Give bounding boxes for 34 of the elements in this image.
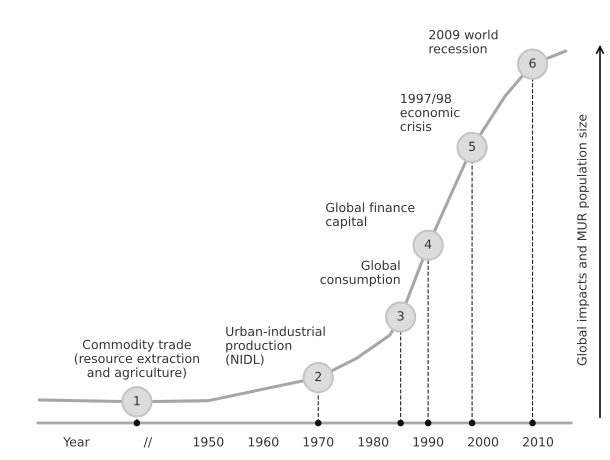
annotation: 1 [134, 396, 140, 406]
point [456, 132, 488, 164]
x-tick-label: 2000 [468, 437, 498, 447]
point [424, 420, 432, 426]
y-axis-title: Global impacts and MUR population size [576, 114, 590, 366]
annotation: 5 [469, 142, 475, 152]
x-tick-label: 1950 [194, 437, 224, 447]
annotation: 6 [529, 58, 536, 68]
point [397, 420, 404, 426]
annotation: Urban-industrial production (NIDL) [226, 326, 325, 366]
point [529, 420, 536, 426]
point [468, 420, 476, 426]
annotation: 1997/98 economic crisis [400, 94, 460, 132]
point [134, 420, 140, 426]
x-tick-label: // [144, 437, 152, 448]
point [385, 301, 416, 333]
point [516, 48, 548, 80]
annotation: Global finance capital [326, 202, 414, 229]
x-tick-label: 2010 [523, 437, 554, 447]
point [412, 230, 444, 261]
annotation: Global consumption [320, 260, 400, 286]
annotation: 2009 world recession [429, 30, 498, 54]
annotation: 2 [315, 372, 321, 382]
point [302, 362, 334, 394]
annotation: 4 [424, 240, 432, 249]
x-tick-label: 1970 [304, 437, 334, 447]
x-tick-label: 1990 [414, 437, 444, 447]
annotation: 3 [398, 311, 404, 321]
point [121, 386, 153, 418]
x-tick-label: Year [63, 437, 90, 447]
point [314, 420, 322, 426]
x-tick-label: 1960 [248, 437, 278, 447]
annotation: Commodity trade (resource extraction and agriculture) [74, 339, 199, 380]
x-tick-label: 1980 [358, 437, 388, 447]
